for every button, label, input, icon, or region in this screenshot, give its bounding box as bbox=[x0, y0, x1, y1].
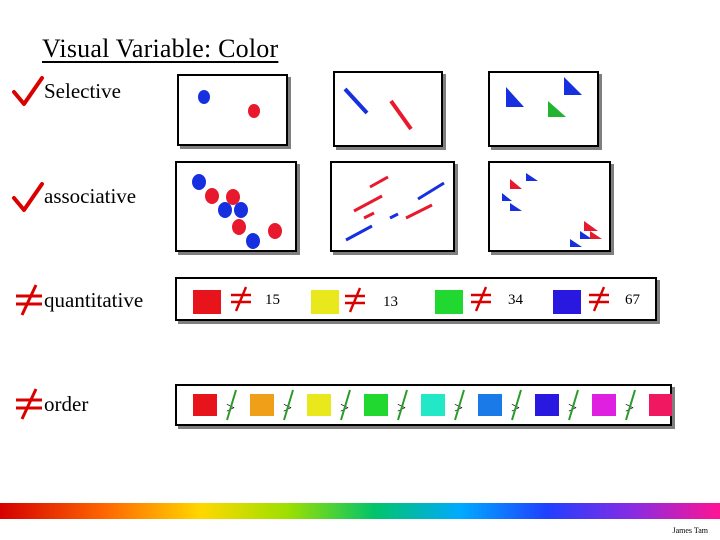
order-swatch bbox=[421, 394, 445, 416]
selective-lines-panel bbox=[333, 71, 443, 147]
order-swatch bbox=[307, 394, 331, 416]
selective-dots-panel bbox=[177, 74, 288, 146]
author-credit: James Tam bbox=[672, 526, 708, 535]
strike-line bbox=[226, 389, 237, 421]
order-swatch bbox=[364, 394, 388, 416]
order-swatch bbox=[592, 394, 616, 416]
associative-triangles-panel bbox=[488, 161, 611, 252]
blue-triangle bbox=[564, 77, 582, 95]
red-line bbox=[389, 99, 413, 131]
not-equal-icon bbox=[589, 286, 609, 312]
order-swatch bbox=[535, 394, 559, 416]
order-swatches: >>>>>>>> bbox=[193, 389, 672, 421]
quant-value: 67 bbox=[625, 292, 640, 308]
selective-triangles-panel bbox=[488, 71, 599, 147]
row-label-associative: associative bbox=[44, 184, 137, 208]
blue-line bbox=[343, 87, 369, 115]
not-equal-icon bbox=[16, 388, 42, 420]
page-title: Visual Variable: Color bbox=[42, 34, 279, 63]
strike-line bbox=[568, 389, 579, 421]
row-label-order: order bbox=[44, 392, 89, 416]
order-swatch bbox=[193, 394, 217, 416]
strike-line bbox=[625, 389, 636, 421]
green-triangle bbox=[548, 101, 566, 117]
quant-value: 13 bbox=[383, 294, 398, 310]
green-swatch bbox=[435, 290, 463, 314]
strike-line bbox=[397, 389, 408, 421]
not-equal-icon bbox=[345, 287, 365, 313]
strike-line bbox=[454, 389, 465, 421]
red-dot bbox=[248, 104, 260, 118]
associative-lines-panel bbox=[330, 161, 455, 252]
check-mark-icon bbox=[12, 182, 44, 212]
strike-line bbox=[283, 389, 294, 421]
order-swatch bbox=[649, 394, 672, 416]
blue-dot bbox=[198, 90, 210, 104]
strike-line bbox=[340, 389, 351, 421]
color-spectrum-bar bbox=[0, 503, 720, 519]
strike-line bbox=[511, 389, 522, 421]
quant-value: 15 bbox=[265, 292, 280, 308]
associative-dots-panel bbox=[175, 161, 297, 252]
quant-value: 34 bbox=[508, 292, 523, 308]
red-swatch bbox=[193, 290, 221, 314]
blue-triangle bbox=[506, 87, 524, 107]
not-equal-icon bbox=[16, 284, 42, 316]
check-mark-icon bbox=[12, 76, 44, 106]
order-swatch bbox=[250, 394, 274, 416]
not-equal-icon bbox=[471, 286, 491, 312]
quantitative-swatches bbox=[193, 286, 609, 314]
not-equal-icon bbox=[231, 286, 251, 312]
yellow-swatch bbox=[311, 290, 339, 314]
blue-swatch bbox=[553, 290, 581, 314]
row-label-selective: Selective bbox=[44, 79, 121, 103]
row-label-quantitative: quantitative bbox=[44, 288, 144, 312]
order-swatch bbox=[478, 394, 502, 416]
